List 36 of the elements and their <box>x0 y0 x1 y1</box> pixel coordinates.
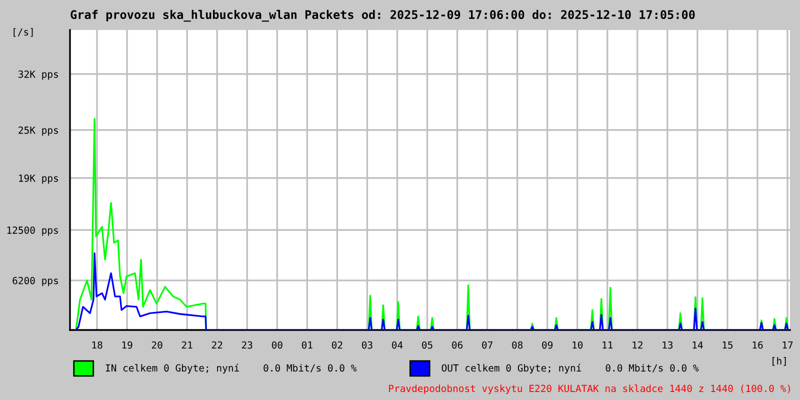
chart-title: Graf provozu ska_hlubuckova_wlan Packets od: 2025-12-09 17:06:00 do: 2025-12-10 17:05:00 <box>70 10 695 22</box>
x-tick-label: 09 <box>542 341 553 349</box>
x-tick-label: 04 <box>392 341 403 349</box>
x-tick-label: 08 <box>512 341 523 349</box>
legend-label: IN celkem 0 Gbyte; nyní 0.0 Mbit/s 0.0 % <box>106 364 357 374</box>
x-tick-label: 18 <box>92 341 102 349</box>
x-tick-label: 03 <box>362 341 372 349</box>
x-tick-label: 07 <box>482 341 492 349</box>
x-tick-label: 01 <box>302 341 312 349</box>
text: Pravdepodobnost vyskytu E220 KULATAK na skladce 1440 z 1440 (100.0 %) <box>389 384 790 394</box>
line-series <box>75 252 789 330</box>
x-tick-label: 20 <box>152 341 162 349</box>
x-tick-label: 16 <box>752 341 763 349</box>
y-tick-label: 6200 pps <box>12 276 58 286</box>
x-tick-label: 10 <box>572 341 583 349</box>
y-axis-title: [/s] <box>14 28 33 37</box>
x-tick-label: 12 <box>632 341 642 349</box>
x-axis-title: [h] <box>772 357 786 366</box>
x-tick-label: 13 <box>662 341 673 349</box>
x-tick-label: 17 <box>782 341 793 349</box>
x-tick-label: 02 <box>332 341 342 349</box>
x-tick-label: 21 <box>182 341 192 349</box>
x-tick-label: 05 <box>422 341 432 349</box>
x-tick-label: 22 <box>212 341 222 349</box>
x-tick-label: 19 <box>122 341 132 349</box>
y-tick-label: 19K pps <box>19 174 58 184</box>
x-tick-label: 23 <box>242 341 252 349</box>
x-tick-label: 14 <box>692 341 703 349</box>
x-tick-label: 11 <box>602 341 613 349</box>
legend-label: OUT celkem 0 Gbyte; nyní 0.0 Mbit/s 0.0 % <box>442 364 699 374</box>
y-tick-label: 32K pps <box>18 70 58 80</box>
x-tick-label: 15 <box>722 341 733 349</box>
x-tick-label: 00 <box>272 341 282 349</box>
y-tick-label: 12500 pps <box>7 226 58 236</box>
y-tick-label: 25K pps <box>18 126 58 136</box>
x-tick-label: 06 <box>452 341 462 349</box>
